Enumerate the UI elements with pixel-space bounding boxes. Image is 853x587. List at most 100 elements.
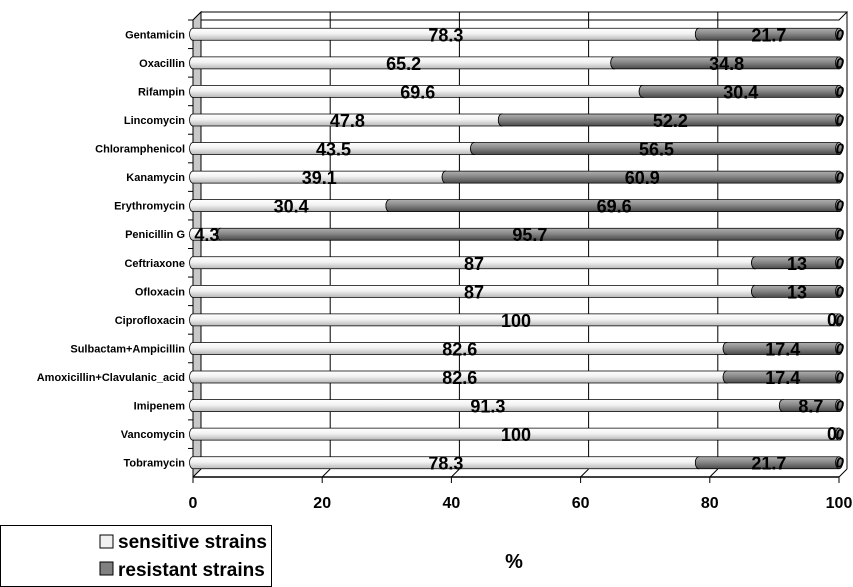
data-label-1-0: 21.7 xyxy=(751,25,786,45)
end-zero-label-6: 0 xyxy=(836,198,845,215)
end-zero-label-5: 0 xyxy=(836,169,845,186)
legend-label-resistant: resistant strains xyxy=(118,560,265,581)
legend-label-sensitive: sensitive strains xyxy=(118,532,267,553)
data-label-1-14: 0 xyxy=(827,424,837,444)
legend-swatch-resistant xyxy=(99,561,114,576)
bar-1-9 xyxy=(751,284,843,298)
end-zero-label-7: 0 xyxy=(836,226,845,243)
bar-1-0-cap xyxy=(835,27,843,41)
data-label-1-12: 17.4 xyxy=(765,368,800,388)
x-tick-label-40: 40 xyxy=(443,495,461,512)
bar-1-6-cap xyxy=(835,199,843,213)
bar-1-14-cap xyxy=(835,427,843,441)
end-zero-label-1: 0 xyxy=(836,55,845,72)
x-tick-label-60: 60 xyxy=(572,495,590,512)
category-label-11: Sulbactam+Ampicillin xyxy=(70,343,185,355)
data-label-0-12: 82.6 xyxy=(442,368,477,388)
data-label-1-4: 56.5 xyxy=(639,140,674,160)
data-label-0-8: 87 xyxy=(464,254,484,274)
bar-1-8-cap xyxy=(835,256,843,270)
bar-1-6 xyxy=(385,199,843,213)
bar-1-0 xyxy=(694,27,843,41)
data-label-0-13: 91.3 xyxy=(470,397,505,417)
category-label-13: Imipenem xyxy=(134,401,186,413)
data-label-0-11: 82.6 xyxy=(442,339,477,359)
data-label-0-2: 69.6 xyxy=(400,82,435,102)
category-label-15: Tobramycin xyxy=(123,458,185,470)
category-label-9: Ofloxacin xyxy=(135,286,185,298)
data-label-0-1: 65.2 xyxy=(386,54,421,74)
bar-1-11 xyxy=(722,342,843,355)
data-label-0-4: 43.5 xyxy=(316,140,351,160)
data-label-1-15: 21.7 xyxy=(751,454,786,474)
data-label-1-2: 30.4 xyxy=(723,82,758,102)
bar-1-2-cap xyxy=(835,85,843,98)
legend: sensitive strains resistant strains xyxy=(0,525,272,587)
x-axis-title: % xyxy=(505,551,523,573)
bar-1-2 xyxy=(638,85,843,98)
data-label-1-3: 52.2 xyxy=(653,111,688,131)
end-zero-label-8: 0 xyxy=(836,255,845,272)
end-zero-label-12: 0 xyxy=(836,369,845,386)
data-label-0-0: 78.3 xyxy=(428,25,463,45)
bar-1-12-cap xyxy=(835,370,843,384)
category-label-7: Penicillin G xyxy=(125,229,185,241)
gridline-floor-80 xyxy=(709,468,719,478)
category-label-2: Rifampin xyxy=(138,86,185,98)
data-label-1-13: 8.7 xyxy=(798,397,823,417)
data-label-1-5: 60.9 xyxy=(625,168,660,188)
data-label-1-11: 17.4 xyxy=(765,339,800,359)
x-tick-label-100: 100 xyxy=(826,495,853,512)
end-zero-label-14: 0 xyxy=(836,426,845,443)
bar-1-3 xyxy=(497,113,843,127)
bar-1-1-cap xyxy=(835,56,843,70)
bar-1-15 xyxy=(694,456,843,470)
data-label-0-7: 4.3 xyxy=(194,225,219,245)
bar-1-7-cap xyxy=(835,227,843,241)
end-zero-label-11: 0 xyxy=(836,340,845,357)
bar-1-4-cap xyxy=(835,142,843,155)
gridline-floor-60 xyxy=(580,468,589,478)
end-zero-label-3: 0 xyxy=(836,112,845,129)
category-label-1: Oxacillin xyxy=(139,58,185,70)
end-zero-label-2: 0 xyxy=(836,83,845,100)
bar-1-10 xyxy=(835,313,843,327)
data-label-1-9: 13 xyxy=(787,282,807,302)
bar-1-4 xyxy=(470,142,843,155)
data-label-1-1: 34.8 xyxy=(709,54,744,74)
data-label-0-3: 47.8 xyxy=(330,111,365,131)
category-label-4: Chloramphenicol xyxy=(95,144,185,156)
data-label-1-8: 13 xyxy=(787,254,807,274)
end-zero-label-15: 0 xyxy=(836,455,845,472)
bar-1-13-cap xyxy=(835,399,843,412)
category-label-6: Erythromycin xyxy=(114,201,185,213)
bar-1-5 xyxy=(441,170,843,184)
data-label-0-6: 30.4 xyxy=(274,197,309,217)
x-tick-label-0: 0 xyxy=(189,495,198,512)
bar-1-14 xyxy=(835,427,843,441)
x-tick-label-80: 80 xyxy=(701,495,719,512)
plot-top-face xyxy=(191,11,849,21)
bar-1-8 xyxy=(751,256,843,270)
data-label-1-6: 69.6 xyxy=(597,197,632,217)
bar-1-12 xyxy=(722,370,843,384)
bar-1-5-cap xyxy=(835,170,843,184)
bar-1-15-cap xyxy=(835,456,843,470)
category-label-14: Vancomycin xyxy=(121,429,185,441)
data-label-1-7: 95.7 xyxy=(512,225,547,245)
bar-1-10-cap xyxy=(835,313,843,327)
data-label-0-5: 39.1 xyxy=(302,168,337,188)
data-label-0-10: 100 xyxy=(501,311,531,331)
x-tick-label-20: 20 xyxy=(313,495,331,512)
data-label-0-9: 87 xyxy=(464,282,484,302)
category-label-10: Ciprofloxacin xyxy=(115,315,186,327)
end-zero-label-13: 0 xyxy=(836,398,845,415)
end-zero-label-0: 0 xyxy=(836,26,845,43)
bar-1-11-cap xyxy=(835,342,843,355)
gridline-floor-100 xyxy=(838,468,848,478)
data-label-0-14: 100 xyxy=(501,425,531,445)
end-zero-label-4: 0 xyxy=(836,141,845,158)
category-label-0: Gentamicin xyxy=(125,29,185,41)
